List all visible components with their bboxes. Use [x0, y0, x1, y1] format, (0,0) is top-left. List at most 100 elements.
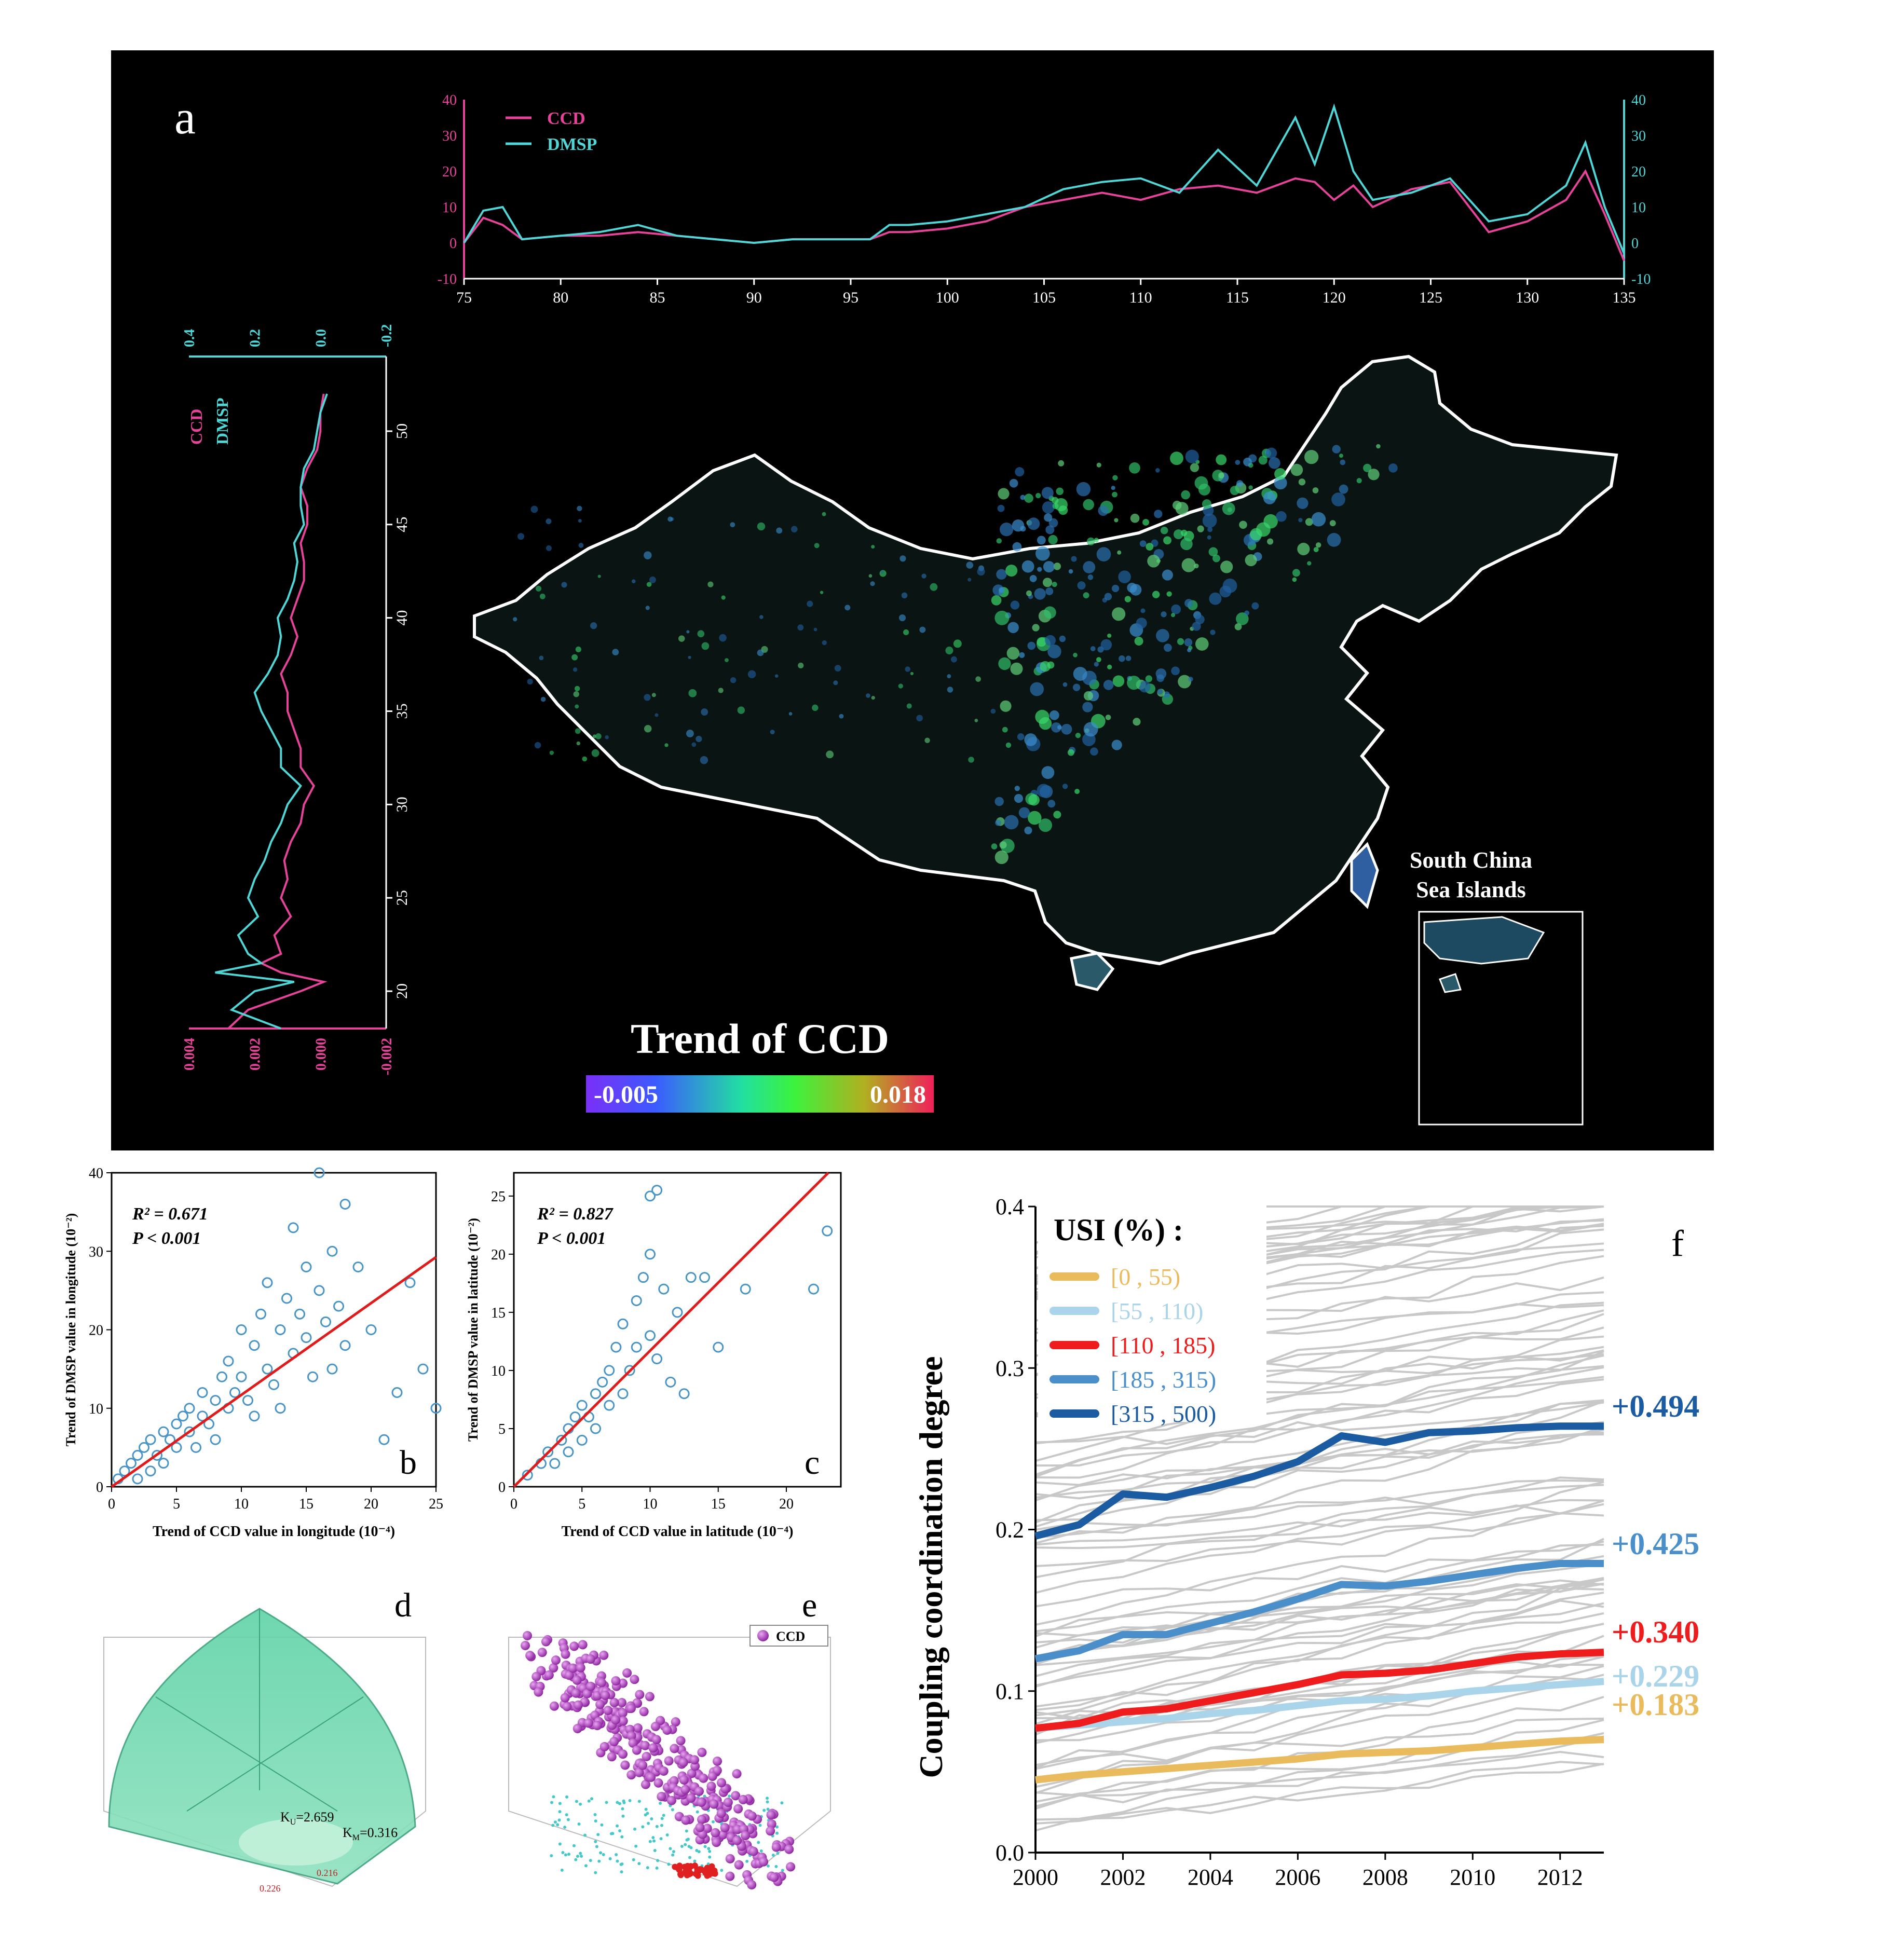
e-teal-point — [644, 1807, 648, 1811]
map-light-dot — [1037, 536, 1046, 545]
f-xtick-label: 2010 — [1450, 1865, 1495, 1890]
f-ytick-label: 0.2 — [996, 1517, 1024, 1543]
f-bg-line — [1035, 1499, 1604, 1626]
map-light-dot — [1007, 622, 1019, 634]
e-ccd-sphere — [633, 1723, 643, 1733]
map-light-dot — [759, 615, 764, 619]
e-ccd-sphere — [670, 1744, 679, 1753]
map-light-dot — [1304, 449, 1319, 464]
map-light-dot — [1012, 542, 1022, 552]
e-teal-point — [637, 1862, 641, 1866]
map-light-dot — [974, 718, 978, 722]
map-light-dot — [1059, 635, 1066, 642]
left-ccd-tick: 0.002 — [248, 1038, 264, 1071]
e-teal-point — [667, 1862, 671, 1866]
panel-c: R² = 0.827 P < 0.001 c 0 5 10 15 20 0 5 10 15 20 2… — [466, 1172, 842, 1540]
e-teal-point — [762, 1808, 766, 1812]
f-bg-line — [1035, 1479, 1604, 1531]
c-xtick-label: 0 — [510, 1496, 517, 1512]
map-light-dot — [1298, 518, 1303, 523]
map-light-dot — [1195, 637, 1209, 651]
map-light-dot — [1077, 581, 1086, 590]
e-teal-point — [594, 1840, 597, 1843]
e-teal-point — [655, 1866, 659, 1870]
e-red-point — [681, 1869, 688, 1876]
map-light-dot — [691, 742, 697, 747]
c-point — [556, 1434, 567, 1446]
c-xtick-label: 15 — [711, 1496, 726, 1512]
e-teal-point — [759, 1849, 763, 1853]
map-light-dot — [737, 706, 745, 714]
c-point — [685, 1272, 697, 1283]
map-light-dot — [1313, 547, 1319, 553]
e-ccd-sphere — [597, 1678, 607, 1688]
night-light-pattern — [513, 444, 1398, 865]
map-light-dot — [1111, 584, 1120, 593]
map-light-dot — [1082, 702, 1093, 712]
map-light-dot — [1057, 725, 1062, 730]
f-bg-line — [1035, 1577, 1604, 1687]
e-teal-point — [594, 1871, 597, 1874]
c-point — [631, 1295, 642, 1306]
map-light-dot — [921, 573, 926, 579]
map-light-dot — [1174, 529, 1183, 540]
e-ccd-sphere — [634, 1767, 644, 1777]
e-ccd-sphere — [599, 1650, 609, 1660]
map-light-dot — [1018, 807, 1030, 818]
left-lat-label: 30 — [393, 797, 411, 812]
map-light-dot — [1139, 681, 1151, 693]
map-light-dot — [1042, 501, 1055, 514]
map-light-dot — [1049, 710, 1059, 720]
e-teal-point — [572, 1844, 576, 1847]
map-light-dot — [645, 606, 650, 610]
top-xtick-label: 95 — [843, 289, 858, 306]
e-red-point — [712, 1870, 718, 1877]
e-ccd-sphere — [716, 1808, 726, 1818]
map-light-dot — [561, 582, 567, 588]
map-light-dot — [1162, 569, 1173, 581]
map-light-dot — [1290, 463, 1303, 476]
map-light-dot — [1037, 637, 1046, 647]
map-light-dot — [1181, 558, 1196, 572]
e-ccd-sphere — [551, 1655, 561, 1665]
map-light-dot — [994, 797, 1004, 806]
map-light-dot — [730, 677, 737, 683]
e-ccd-sphere — [679, 1775, 689, 1785]
e-teal-point — [550, 1854, 553, 1858]
map-light-dot — [686, 730, 694, 737]
e-ccd-sphere — [618, 1749, 628, 1759]
map-light-dot — [1028, 811, 1042, 825]
e-teal-point — [637, 1800, 641, 1803]
f-bg-line — [1035, 1579, 1604, 1637]
e-ccd-sphere — [671, 1717, 680, 1727]
map-light-dot — [998, 657, 1011, 670]
b-point — [333, 1300, 344, 1312]
map-light-dot — [1230, 486, 1239, 496]
map-light-dot — [1388, 463, 1398, 473]
map-light-dot — [1243, 457, 1252, 467]
e-teal-point — [563, 1826, 567, 1829]
map-light-dot — [1263, 491, 1276, 504]
c-ytick-label: 25 — [491, 1189, 506, 1205]
colorbar-min: -0.005 — [594, 1081, 658, 1108]
f-change-label: +0.183 — [1612, 1688, 1699, 1722]
e-teal-point — [697, 1850, 701, 1854]
e-teal-point — [579, 1852, 582, 1855]
e-ccd-sphere — [711, 1828, 720, 1838]
map-light-dot — [1112, 475, 1118, 481]
e-teal-point — [708, 1855, 712, 1859]
map-light-dot — [575, 646, 581, 653]
map-light-dot — [1029, 575, 1037, 582]
e-teal-point — [620, 1862, 624, 1866]
map-light-dot — [1028, 794, 1040, 806]
map-light-dot — [1000, 523, 1014, 537]
e-teal-point — [610, 1832, 614, 1835]
map-light-dot — [776, 527, 783, 534]
c-point — [678, 1388, 690, 1400]
map-light-dot — [1356, 478, 1362, 484]
top-xtick-label: 85 — [650, 289, 665, 306]
e-teal-point — [615, 1853, 618, 1856]
map-light-dot — [994, 850, 1008, 865]
map-light-dot — [696, 735, 702, 743]
c-point — [631, 1341, 642, 1353]
